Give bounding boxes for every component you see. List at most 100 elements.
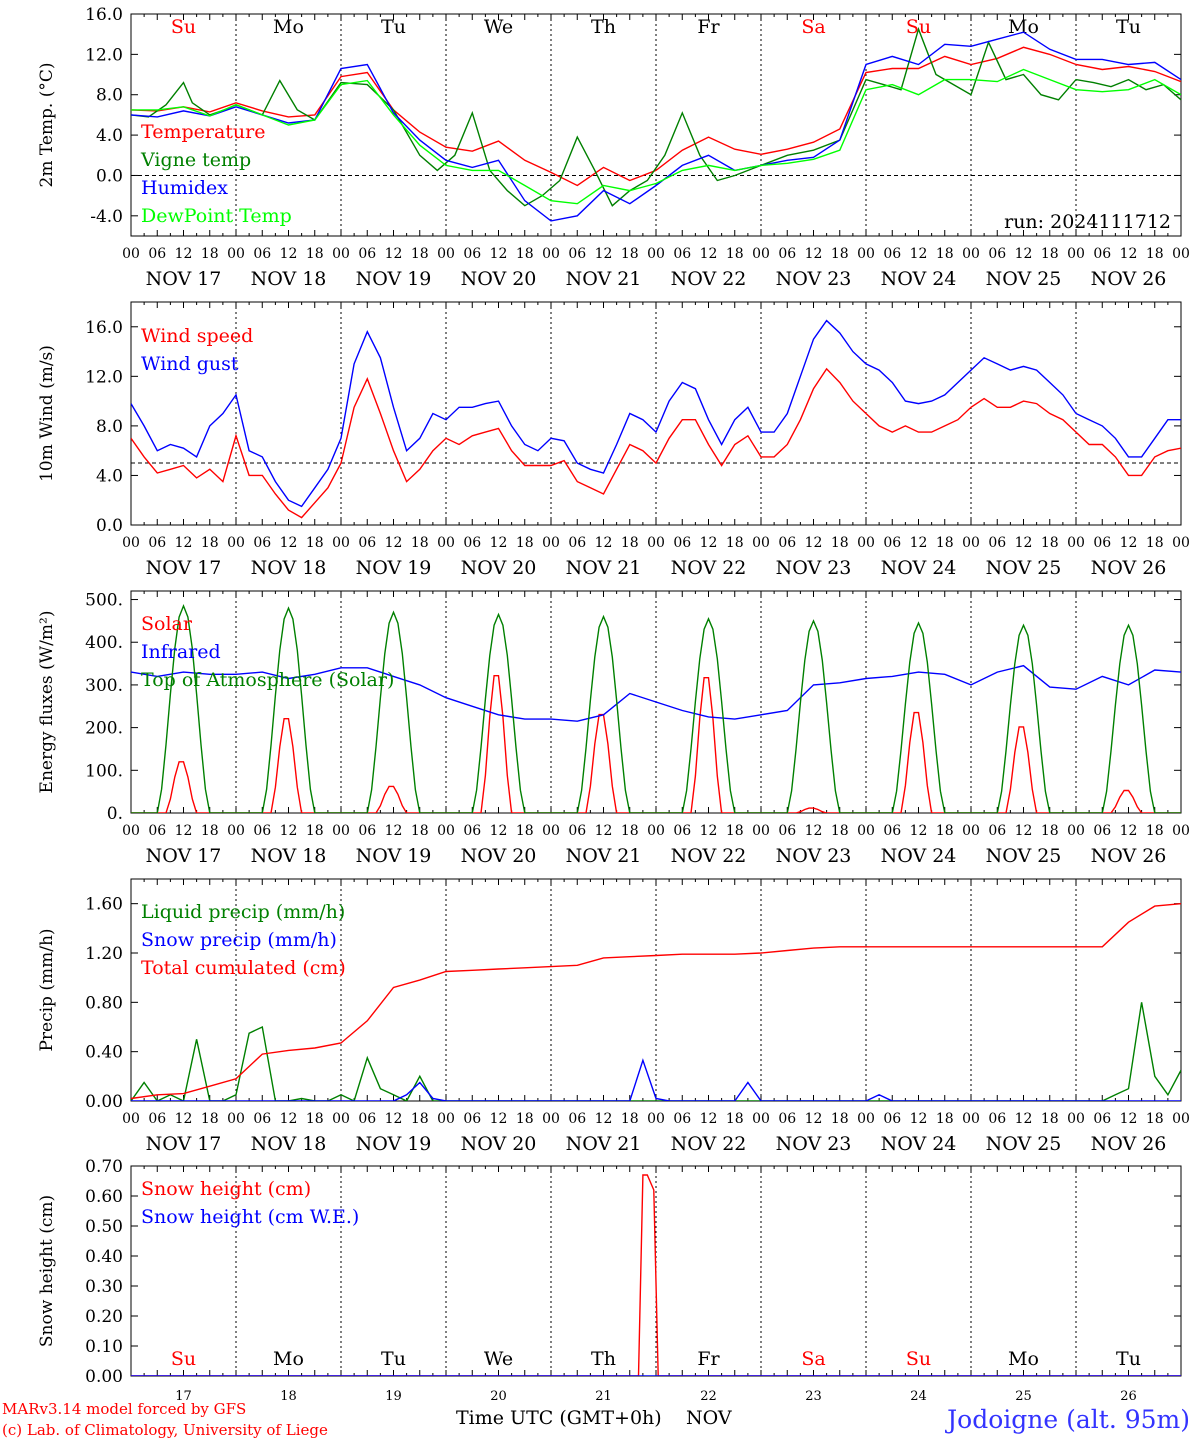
chart-panel-2: 0.0 4.0 8.0 12.0 16.0 10m Wind (m/s) 00 06 12 18 0… — [37, 301, 1190, 579]
date-label: NOV 23 — [776, 1133, 852, 1155]
date-label: NOV 26 — [1091, 1133, 1167, 1155]
day-number-label: 21 — [595, 1389, 612, 1404]
date-label: NOV 20 — [461, 845, 537, 867]
credit-line-1: MARv3.14 model forced by GFS — [2, 1400, 246, 1418]
hour-tick-label: 00 — [332, 1111, 350, 1127]
hour-tick-label: 18 — [306, 1111, 324, 1127]
weekday-label: Mo — [1008, 1348, 1039, 1370]
hour-tick-label: 06 — [883, 823, 901, 839]
hour-tick-label: 06 — [1093, 246, 1111, 262]
hour-tick-label: 00 — [332, 823, 350, 839]
hour-tick-label: 12 — [1015, 1111, 1033, 1127]
hour-tick-label: 18 — [621, 535, 639, 551]
hour-tick-label: 18 — [831, 823, 849, 839]
date-label: NOV 25 — [986, 845, 1062, 867]
y-axis-label: 2m Temp. (°C) — [37, 62, 57, 187]
date-label: NOV 17 — [146, 268, 222, 290]
hour-tick-label: 00 — [962, 823, 980, 839]
legend-entry: Temperature — [141, 121, 265, 143]
y-tick-label: 200. — [85, 719, 123, 739]
hour-tick-label: 00 — [542, 1111, 560, 1127]
hour-tick-label: 06 — [463, 535, 481, 551]
date-label: NOV 25 — [986, 557, 1062, 579]
date-label: NOV 18 — [251, 845, 327, 867]
y-tick-label: 16.0 — [85, 5, 123, 25]
hour-tick-label: 12 — [175, 246, 193, 262]
hour-tick-label: 00 — [647, 246, 665, 262]
y-tick-label: 0.20 — [85, 1307, 123, 1327]
weekday-label: Fr — [697, 16, 720, 38]
y-tick-label: 16.0 — [85, 318, 123, 338]
y-tick-label: 400. — [85, 633, 123, 653]
series-line-total-cumulated-cm- — [131, 903, 1181, 1100]
hour-tick-label: 00 — [122, 246, 140, 262]
hour-tick-label: 18 — [726, 823, 744, 839]
date-label: NOV 26 — [1091, 557, 1167, 579]
hour-tick-label: 12 — [490, 1111, 508, 1127]
series-group — [131, 603, 1181, 813]
hour-tick-label: 00 — [122, 823, 140, 839]
hour-tick-label: 18 — [1041, 246, 1059, 262]
hour-tick-label: 06 — [673, 535, 691, 551]
legend-entry: Solar — [141, 613, 193, 635]
series-line-wind-speed — [131, 367, 1181, 519]
date-label: NOV 23 — [776, 845, 852, 867]
hour-tick-label: 18 — [621, 246, 639, 262]
hour-tick-label: 00 — [332, 535, 350, 551]
hour-tick-label: 12 — [595, 823, 613, 839]
hour-tick-label: 18 — [306, 823, 324, 839]
hour-tick-label: 12 — [1120, 1111, 1138, 1127]
hour-tick-label: 06 — [988, 1111, 1006, 1127]
hour-tick-label: 12 — [385, 535, 403, 551]
hour-tick-label: 06 — [988, 535, 1006, 551]
x-axis-unit: NOV — [686, 1407, 732, 1429]
hour-tick-label: 00 — [857, 535, 875, 551]
hour-tick-label: 00 — [1067, 823, 1085, 839]
hour-tick-label: 00 — [1172, 1111, 1190, 1127]
weekday-label: We — [484, 16, 513, 38]
hour-tick-label: 18 — [831, 246, 849, 262]
weekday-label: Tu — [1116, 1348, 1141, 1370]
hour-tick-label: 00 — [542, 823, 560, 839]
date-label: NOV 20 — [461, 557, 537, 579]
hour-tick-label: 18 — [411, 823, 429, 839]
hour-tick-label: 06 — [988, 246, 1006, 262]
hour-tick-label: 00 — [227, 535, 245, 551]
y-tick-label: 0.50 — [85, 1217, 123, 1237]
hour-tick-label: 12 — [805, 246, 823, 262]
hour-tick-label: 18 — [726, 246, 744, 262]
y-tick-label: 0.40 — [85, 1247, 123, 1267]
hour-tick-label: 12 — [700, 246, 718, 262]
station-label: Jodoigne (alt. 95m) — [944, 1405, 1190, 1434]
date-label: NOV 20 — [461, 1133, 537, 1155]
weekday-label: Tu — [1116, 16, 1141, 38]
legend-entry: Total cumulated (cm) — [141, 957, 346, 979]
date-label: NOV 24 — [881, 1133, 957, 1155]
chart-panel-1: -4.0 0.0 4.0 8.0 12.0 16.0 2m Temp. (°C) 00 06 12… — [37, 5, 1190, 290]
hour-tick-label: 18 — [306, 246, 324, 262]
hour-tick-label: 12 — [910, 535, 928, 551]
hour-tick-label: 06 — [358, 535, 376, 551]
hour-tick-label: 18 — [936, 535, 954, 551]
hour-tick-label: 12 — [175, 535, 193, 551]
hour-tick-label: 00 — [1067, 1111, 1085, 1127]
series-line-vigne-temp — [131, 26, 1181, 207]
hour-tick-label: 12 — [490, 535, 508, 551]
hour-tick-label: 18 — [1041, 823, 1059, 839]
run-label: run: 2024111712 — [1004, 211, 1171, 233]
legend-entry: DewPoint Temp — [141, 205, 292, 227]
hour-tick-label: 06 — [1093, 535, 1111, 551]
hour-tick-label: 12 — [805, 823, 823, 839]
chart-panel-3: 0. 100. 200. 300. 400. 500. Energy fluxes (W/m… — [37, 590, 1190, 867]
legend-entry: Wind gust — [141, 353, 239, 375]
hour-tick-label: 00 — [647, 535, 665, 551]
hour-tick-label: 18 — [936, 823, 954, 839]
weekday-label: Mo — [273, 16, 304, 38]
hour-tick-label: 06 — [673, 1111, 691, 1127]
series-line-wind-gust — [131, 319, 1181, 508]
hour-tick-label: 06 — [778, 535, 796, 551]
hour-tick-label: 18 — [831, 535, 849, 551]
y-tick-label: 0.80 — [85, 993, 123, 1013]
weekday-label: Tu — [381, 16, 406, 38]
y-tick-label: 500. — [85, 591, 123, 611]
